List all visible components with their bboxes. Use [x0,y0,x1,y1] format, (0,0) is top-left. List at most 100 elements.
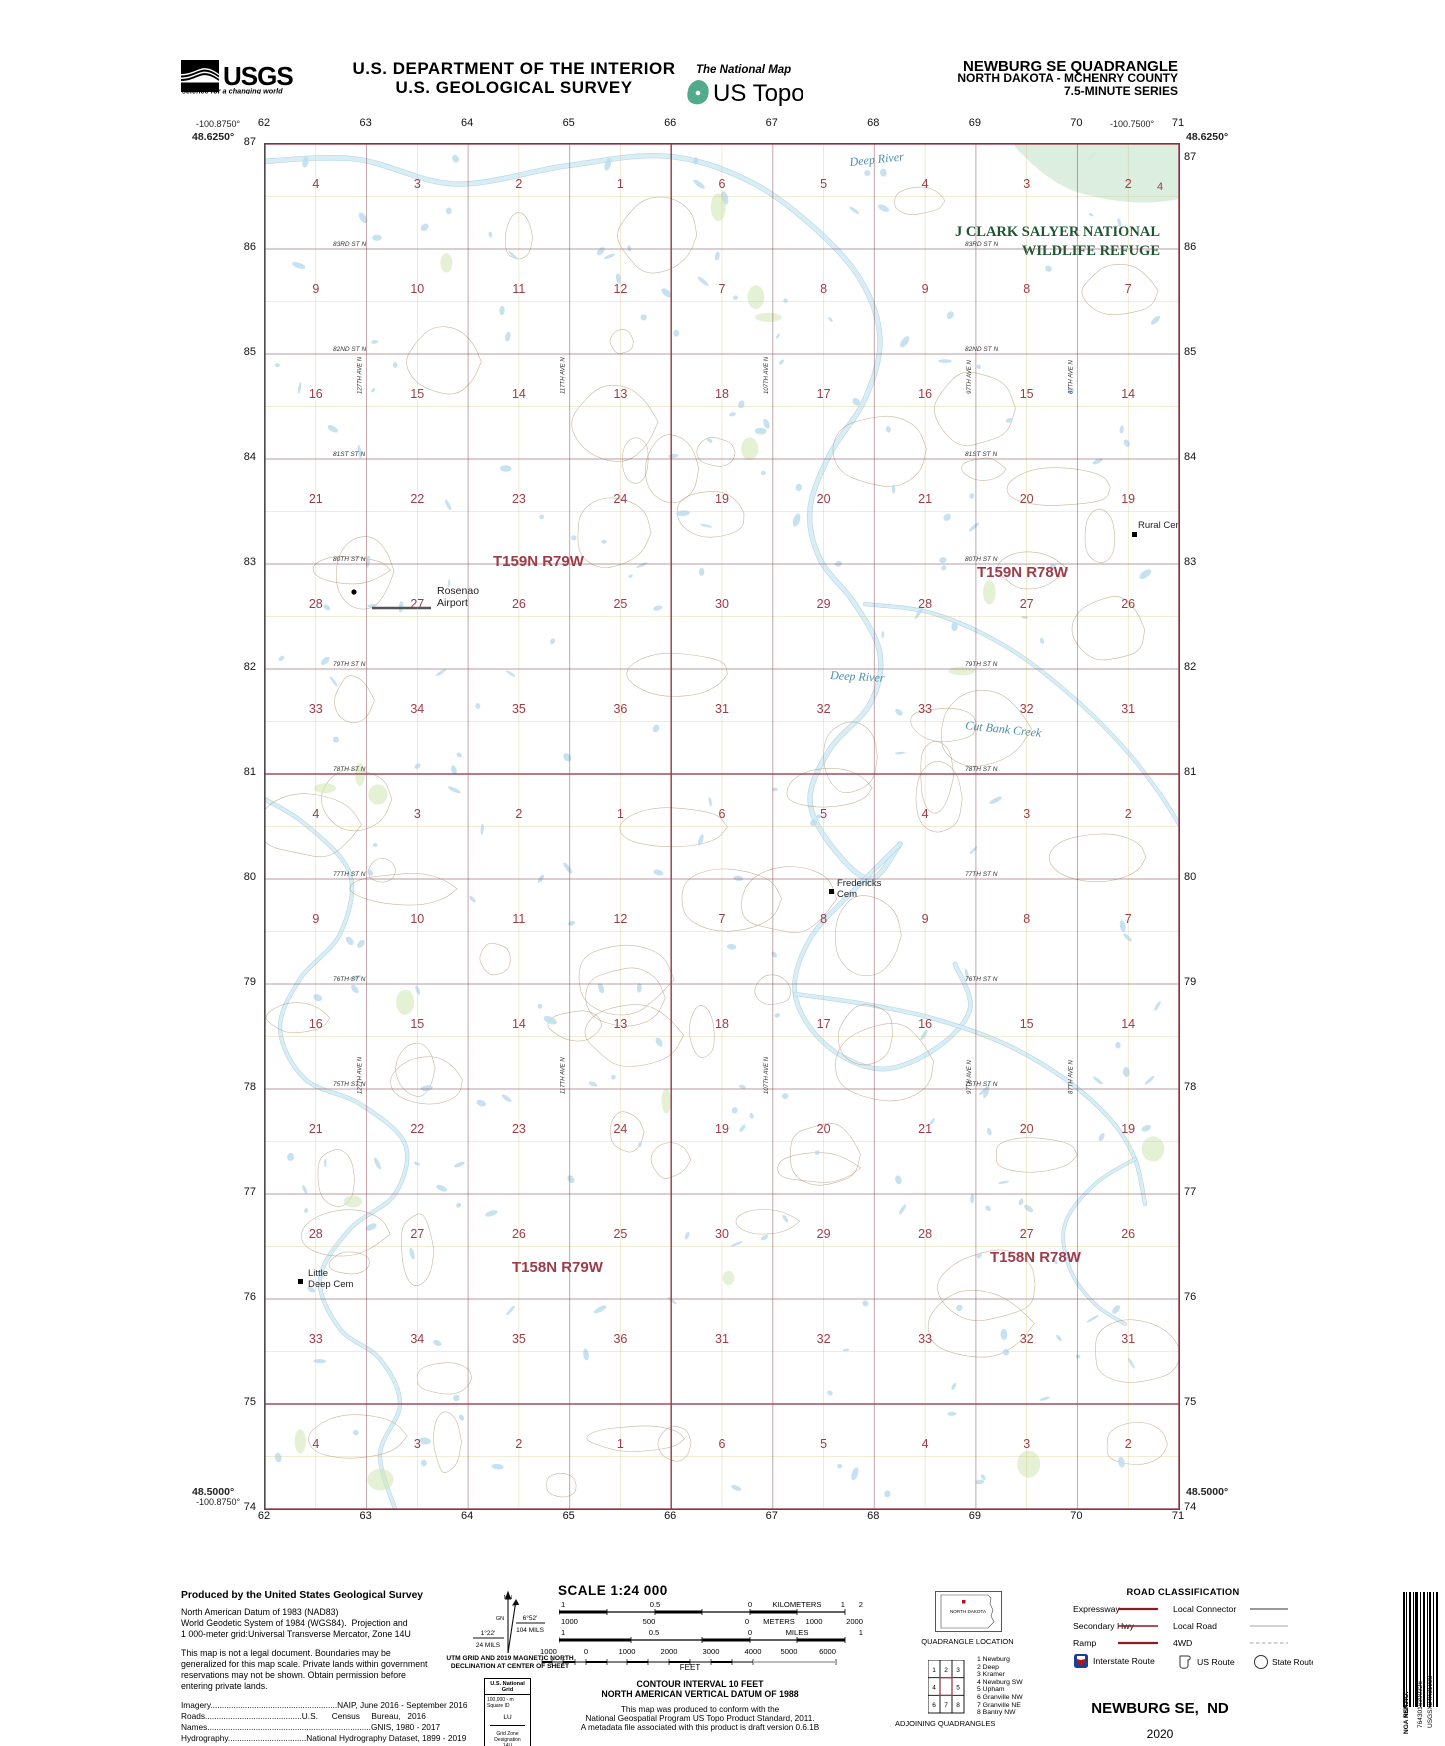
svg-text:23: 23 [512,492,526,506]
svg-text:3: 3 [1023,177,1030,191]
svg-text:1: 1 [561,1600,565,1609]
svg-text:0: 0 [748,1600,752,1609]
svg-text:117TH AVE N: 117TH AVE N [561,357,567,394]
svg-text:104 MILS: 104 MILS [516,1627,544,1634]
svg-text:2: 2 [1125,807,1132,821]
svg-text:24: 24 [613,492,627,506]
svg-text:13: 13 [613,1017,627,1031]
svg-text:31: 31 [1121,1332,1135,1346]
svg-text:2000: 2000 [846,1617,863,1626]
svg-text:21: 21 [918,492,932,506]
svg-text:7: 7 [719,282,726,296]
svg-text:28: 28 [918,1227,932,1241]
svg-text:4: 4 [922,807,929,821]
svg-text:97TH AVE N: 97TH AVE N [967,360,973,394]
svg-text:1: 1 [841,1600,845,1609]
svg-text:Rosenao: Rosenao [437,585,479,597]
svg-text:GN: GN [496,1616,504,1622]
svg-text:10: 10 [410,912,424,926]
svg-text:T159N R78W: T159N R78W [977,564,1069,581]
svg-text:US Topo: US Topo [713,80,803,107]
svg-text:14: 14 [1121,1017,1135,1031]
svg-text:Deep Cem: Deep Cem [308,1279,353,1290]
svg-text:4: 4 [1157,181,1163,193]
svg-text:15: 15 [410,1017,424,1031]
svg-text:7643016300326: 7643016300326 [1417,1681,1424,1728]
svg-text:36: 36 [613,702,627,716]
svg-text:17: 17 [817,1017,831,1031]
svg-text:35: 35 [512,1332,526,1346]
svg-text:8: 8 [956,1702,960,1709]
svg-text:25: 25 [613,597,627,611]
svg-text:23: 23 [512,1122,526,1136]
svg-text:26: 26 [1121,597,1135,611]
svg-text:14: 14 [1121,387,1135,401]
svg-text:MILES: MILES [786,1628,809,1637]
svg-text:4: 4 [932,1685,936,1692]
svg-text:79TH ST N: 79TH ST N [965,661,998,668]
svg-text:Rural Cem: Rural Cem [1138,520,1179,531]
svg-text:27: 27 [1020,1227,1034,1241]
svg-text:9: 9 [922,912,929,926]
svg-text:1000: 1000 [806,1617,823,1626]
svg-text:31: 31 [715,702,729,716]
svg-text:79TH ST N: 79TH ST N [333,661,366,668]
svg-text:12: 12 [613,282,627,296]
svg-text:31: 31 [715,1332,729,1346]
svg-text:26: 26 [512,597,526,611]
svg-text:27: 27 [410,1227,424,1241]
svg-text:9: 9 [312,912,319,926]
svg-text:Local Road: Local Road [1173,1621,1217,1631]
svg-text:33: 33 [309,702,323,716]
svg-text:11: 11 [512,912,525,926]
svg-text:3: 3 [1023,807,1030,821]
svg-text:3: 3 [1023,1437,1030,1451]
svg-text:80TH ST N: 80TH ST N [333,556,366,563]
svg-text:117TH AVE N: 117TH AVE N [561,1057,567,1094]
svg-text:19: 19 [715,1122,729,1136]
svg-text:4: 4 [922,177,929,191]
svg-text:2: 2 [859,1600,863,1609]
svg-text:107TH AVE N: 107TH AVE N [764,1056,770,1094]
svg-text:T158N R79W: T158N R79W [512,1259,604,1276]
svg-text:Airport: Airport [437,597,468,609]
svg-text:20: 20 [1020,492,1034,506]
svg-text:5: 5 [820,177,827,191]
svg-text:5: 5 [956,1685,960,1692]
svg-text:28: 28 [309,597,323,611]
svg-text:T159N R79W: T159N R79W [493,553,585,570]
svg-text:82ND ST N: 82ND ST N [333,346,367,353]
svg-text:3: 3 [956,1667,960,1674]
svg-text:3: 3 [414,177,421,191]
svg-text:83RD ST N: 83RD ST N [965,241,999,248]
svg-text:1: 1 [932,1667,936,1674]
svg-text:16: 16 [309,1017,323,1031]
svg-text:21: 21 [309,1122,323,1136]
svg-text:5: 5 [820,1437,827,1451]
svg-text:33: 33 [918,702,932,716]
svg-text:8: 8 [820,912,827,926]
svg-text:76TH ST N: 76TH ST N [965,976,998,983]
svg-text:Deep River: Deep River [848,149,905,169]
svg-text:4: 4 [312,807,319,821]
svg-text:20: 20 [817,492,831,506]
svg-text:MN: MN [504,1595,513,1601]
svg-text:NGA REF NO.: NGA REF NO. [1403,1691,1410,1734]
svg-text:31: 31 [1121,702,1135,716]
svg-text:9: 9 [312,282,319,296]
svg-text:4: 4 [922,1437,929,1451]
svg-text:30: 30 [715,1227,729,1241]
svg-text:16: 16 [309,387,323,401]
svg-text:24: 24 [613,1122,627,1136]
svg-text:8: 8 [1023,912,1030,926]
svg-text:T158N R78W: T158N R78W [990,1249,1082,1266]
svg-text:1: 1 [617,807,624,821]
svg-text:30: 30 [715,597,729,611]
svg-text:9: 9 [922,282,929,296]
svg-text:6: 6 [932,1702,936,1709]
svg-text:81ST ST N: 81ST ST N [965,451,997,458]
svg-text:WILDLIFE REFUGE: WILDLIFE REFUGE [1022,243,1160,259]
svg-text:Little: Little [308,1268,328,1279]
svg-text:76TH ST N: 76TH ST N [333,976,366,983]
svg-text:500: 500 [643,1617,656,1626]
